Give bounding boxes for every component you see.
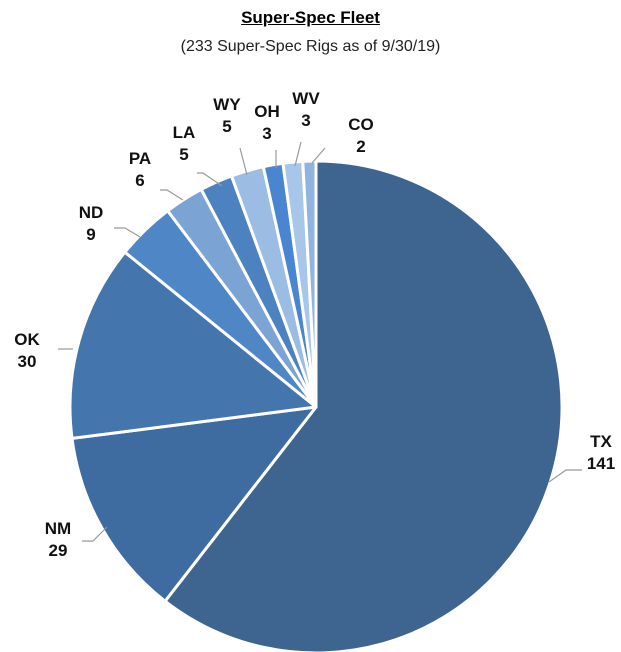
slice-label-nd: ND [79, 203, 104, 222]
slice-label-ok: OK [14, 330, 40, 349]
slice-label-co: CO [348, 115, 374, 134]
slice-value-la: 5 [179, 145, 188, 164]
slice-value-ok: 30 [18, 352, 37, 371]
slice-label-la: LA [173, 123, 196, 142]
slice-value-pa: 6 [135, 171, 144, 190]
slice-label-nm: NM [45, 519, 71, 538]
slice-label-wy: WY [213, 95, 241, 114]
pie-slice-nm [70, 405, 318, 603]
slice-label-pa: PA [129, 149, 151, 168]
leader-line-nd [114, 227, 141, 238]
chart-title: Super-Spec Fleet [241, 8, 380, 27]
slice-value-wv: 3 [301, 111, 310, 130]
slice-label-oh: OH [254, 102, 280, 121]
slice-label-tx: TX [590, 432, 612, 451]
slice-value-tx: 141 [587, 454, 615, 473]
slice-value-nm: 29 [49, 541, 68, 560]
leader-line-wy [239, 147, 248, 176]
leader-line-pa [160, 189, 184, 201]
leader-line-wv [294, 141, 302, 167]
slice-value-wy: 5 [222, 117, 231, 136]
leader-line-tx [548, 469, 582, 483]
slice-label-wv: WV [292, 89, 320, 108]
leader-line-la [197, 172, 223, 187]
slice-value-oh: 3 [262, 124, 271, 143]
pie-slice-ok [68, 250, 318, 440]
slice-value-co: 2 [356, 137, 365, 156]
leader-line-co [311, 147, 326, 164]
leader-line-nm [82, 526, 108, 542]
chart-subtitle: (233 Super-Spec Rigs as of 9/30/19) [180, 38, 441, 55]
pie-slice-co [301, 159, 318, 409]
slice-value-nd: 9 [86, 225, 95, 244]
